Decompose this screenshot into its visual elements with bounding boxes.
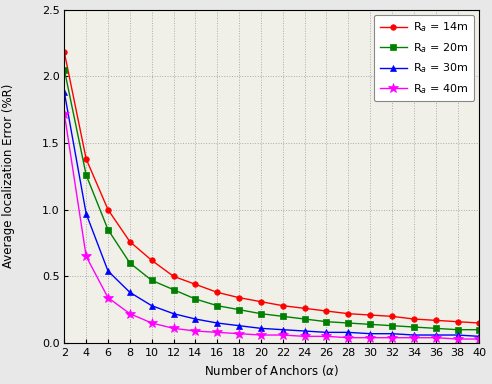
R$_a$ = 40m	[83, 254, 89, 259]
R$_a$ = 14m	[105, 207, 111, 212]
R$_a$ = 30m	[192, 317, 198, 321]
R$_a$ = 14m	[236, 295, 242, 300]
R$_a$ = 14m	[455, 319, 461, 324]
R$_a$ = 20m	[215, 303, 220, 308]
R$_a$ = 30m	[302, 329, 308, 333]
R$_a$ = 14m	[171, 274, 177, 279]
Line: R$_a$ = 30m: R$_a$ = 30m	[61, 89, 483, 340]
R$_a$ = 20m	[476, 328, 482, 332]
R$_a$ = 30m	[149, 303, 154, 308]
R$_a$ = 40m	[258, 333, 264, 337]
R$_a$ = 40m	[324, 334, 330, 339]
R$_a$ = 30m	[105, 269, 111, 273]
R$_a$ = 30m	[236, 323, 242, 328]
R$_a$ = 40m	[389, 335, 395, 340]
R$_a$ = 20m	[62, 67, 67, 72]
R$_a$ = 14m	[258, 300, 264, 304]
R$_a$ = 20m	[345, 321, 351, 325]
R$_a$ = 14m	[411, 317, 417, 321]
R$_a$ = 20m	[324, 319, 330, 324]
R$_a$ = 20m	[302, 317, 308, 321]
R$_a$ = 30m	[215, 321, 220, 325]
R$_a$ = 20m	[455, 328, 461, 332]
R$_a$ = 40m	[367, 335, 373, 340]
R$_a$ = 40m	[433, 335, 439, 340]
R$_a$ = 20m	[171, 287, 177, 292]
R$_a$ = 14m	[302, 306, 308, 311]
R$_a$ = 14m	[345, 311, 351, 316]
R$_a$ = 20m	[236, 307, 242, 312]
R$_a$ = 30m	[345, 330, 351, 335]
R$_a$ = 14m	[83, 157, 89, 161]
R$_a$ = 20m	[127, 261, 133, 265]
R$_a$ = 14m	[389, 314, 395, 319]
R$_a$ = 30m	[411, 333, 417, 337]
R$_a$ = 40m	[62, 111, 67, 116]
R$_a$ = 40m	[171, 326, 177, 331]
R$_a$ = 30m	[127, 290, 133, 295]
R$_a$ = 14m	[62, 50, 67, 55]
R$_a$ = 20m	[105, 227, 111, 232]
R$_a$ = 20m	[433, 326, 439, 331]
R$_a$ = 30m	[258, 326, 264, 331]
R$_a$ = 14m	[433, 318, 439, 323]
R$_a$ = 40m	[127, 311, 133, 316]
Line: R$_a$ = 40m: R$_a$ = 40m	[60, 109, 484, 344]
R$_a$ = 30m	[476, 334, 482, 339]
R$_a$ = 20m	[258, 311, 264, 316]
R$_a$ = 14m	[367, 313, 373, 317]
R$_a$ = 30m	[455, 333, 461, 337]
R$_a$ = 20m	[192, 297, 198, 301]
R$_a$ = 40m	[302, 334, 308, 339]
R$_a$ = 40m	[455, 337, 461, 341]
R$_a$ = 30m	[280, 328, 286, 332]
R$_a$ = 40m	[345, 335, 351, 340]
Line: R$_a$ = 14m: R$_a$ = 14m	[62, 50, 482, 326]
Y-axis label: Average localization Error (%R): Average localization Error (%R)	[1, 84, 14, 268]
R$_a$ = 40m	[105, 295, 111, 300]
R$_a$ = 30m	[324, 330, 330, 335]
R$_a$ = 30m	[389, 331, 395, 336]
R$_a$ = 14m	[280, 303, 286, 308]
R$_a$ = 30m	[433, 333, 439, 337]
R$_a$ = 20m	[389, 323, 395, 328]
R$_a$ = 20m	[367, 322, 373, 327]
R$_a$ = 20m	[83, 173, 89, 177]
R$_a$ = 30m	[171, 311, 177, 316]
R$_a$ = 20m	[149, 278, 154, 283]
R$_a$ = 30m	[367, 331, 373, 336]
R$_a$ = 40m	[215, 330, 220, 335]
R$_a$ = 30m	[62, 90, 67, 94]
R$_a$ = 40m	[192, 329, 198, 333]
Legend: R$_a$ = 14m, R$_a$ = 20m, R$_a$ = 30m, R$_a$ = 40m: R$_a$ = 14m, R$_a$ = 20m, R$_a$ = 30m, R…	[374, 15, 474, 101]
R$_a$ = 20m	[280, 314, 286, 319]
R$_a$ = 40m	[280, 333, 286, 337]
R$_a$ = 14m	[476, 321, 482, 325]
R$_a$ = 14m	[192, 282, 198, 286]
R$_a$ = 40m	[236, 331, 242, 336]
R$_a$ = 40m	[149, 321, 154, 325]
R$_a$ = 20m	[411, 325, 417, 329]
R$_a$ = 14m	[149, 258, 154, 263]
R$_a$ = 40m	[411, 335, 417, 340]
R$_a$ = 40m	[476, 337, 482, 341]
R$_a$ = 14m	[127, 239, 133, 244]
R$_a$ = 30m	[83, 211, 89, 216]
R$_a$ = 14m	[324, 309, 330, 313]
X-axis label: Number of Anchors ($\alpha$): Number of Anchors ($\alpha$)	[204, 363, 339, 379]
R$_a$ = 14m	[215, 290, 220, 295]
Line: R$_a$ = 20m: R$_a$ = 20m	[62, 67, 482, 333]
